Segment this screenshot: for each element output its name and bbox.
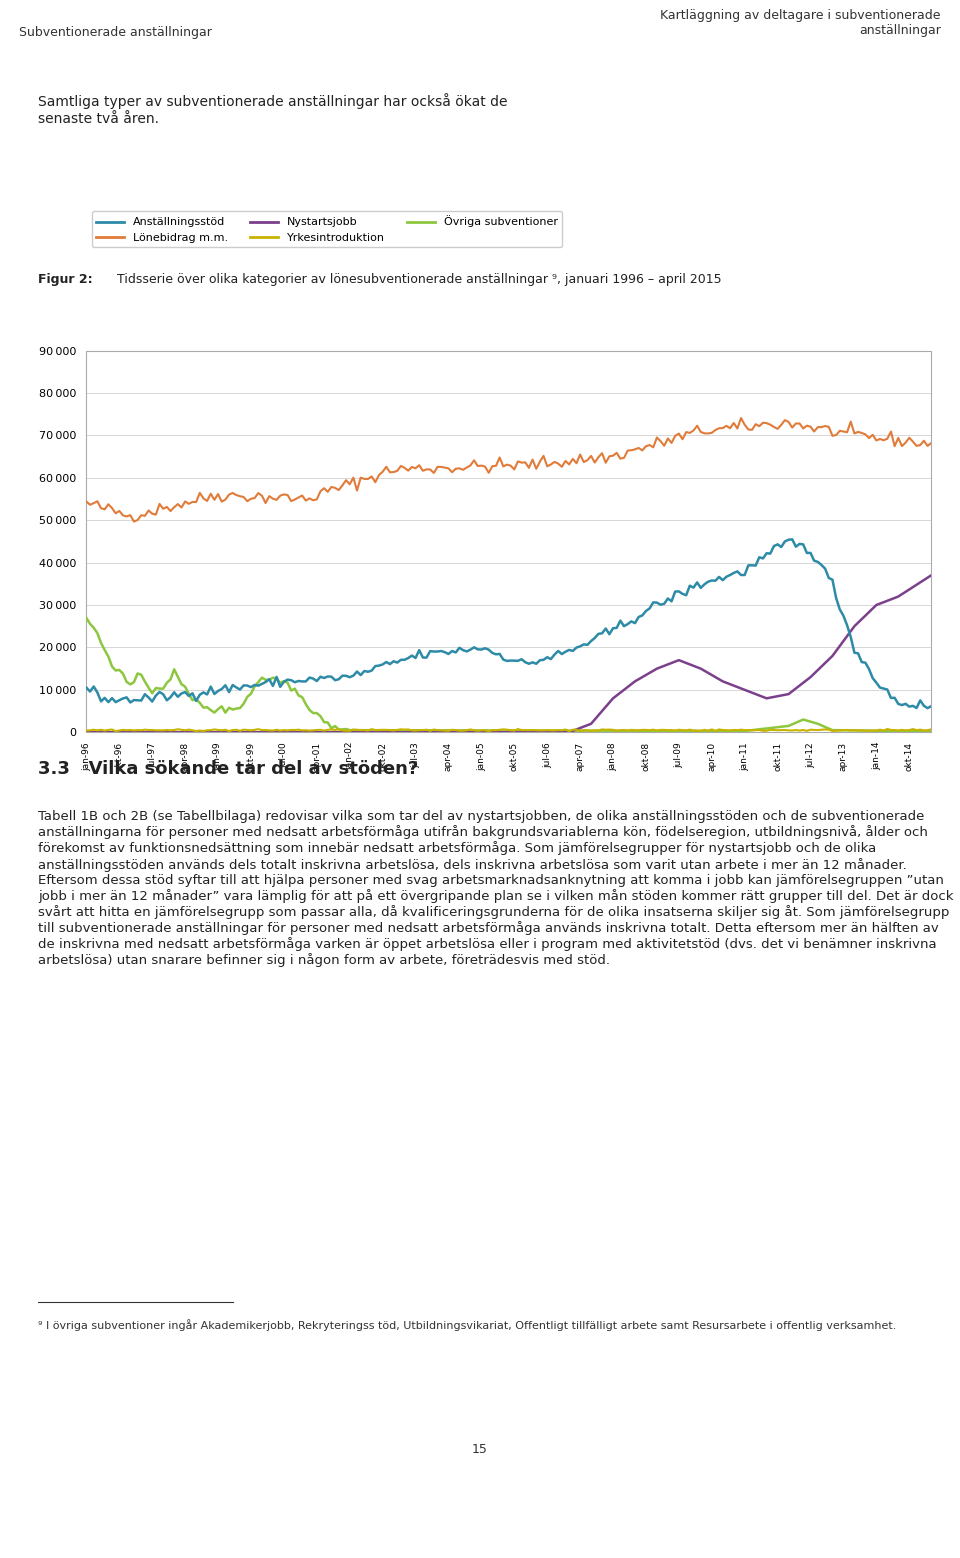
Text: Tabell 1B och 2B (se Tabellbilaga) redovisar vilka som tar del av nystartsjobben: Tabell 1B och 2B (se Tabellbilaga) redov… bbox=[38, 810, 954, 968]
Text: Kartläggning av deltagare i subventionerade
anställningar: Kartläggning av deltagare i subventioner… bbox=[660, 9, 941, 36]
Text: ⁹ I övriga subventioner ingår Akademikerjobb, Rekryteringss töd, Utbildningsvika: ⁹ I övriga subventioner ingår Akademiker… bbox=[38, 1318, 897, 1331]
Text: 15: 15 bbox=[472, 1443, 488, 1455]
Text: Figur 2:: Figur 2: bbox=[38, 273, 93, 285]
Text: Subventionerade anställningar: Subventionerade anställningar bbox=[19, 26, 212, 39]
Text: Tidsserie över olika kategorier av lönesubventionerade anställningar ⁹, januari : Tidsserie över olika kategorier av lönes… bbox=[113, 273, 722, 285]
Bar bbox=[86, 351, 931, 732]
Text: 3.3   Vilka sökande tar del av stöden?: 3.3 Vilka sökande tar del av stöden? bbox=[38, 760, 419, 779]
Text: Samtliga typer av subventionerade anställningar har också ökat de
senaste två år: Samtliga typer av subventionerade anstäl… bbox=[38, 93, 508, 126]
Legend: Anställningsstöd, Lönebidrag m.m., Nystartsjobb, Yrkesintroduktion, Övriga subve: Anställningsstöd, Lönebidrag m.m., Nysta… bbox=[92, 210, 563, 248]
